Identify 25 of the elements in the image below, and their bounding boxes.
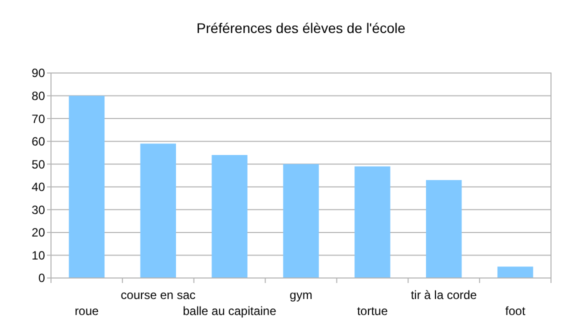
bar [212, 155, 248, 278]
y-tick-label: 10 [32, 248, 46, 262]
y-tick-label: 40 [32, 180, 46, 194]
bar [68, 96, 105, 278]
x-tick-label: tortue [357, 304, 388, 318]
y-tick-label: 90 [32, 66, 46, 80]
x-tick-label: roue [74, 304, 100, 318]
bar [426, 180, 462, 278]
y-tick-label: 0 [38, 271, 46, 286]
x-tick-label: foot [505, 304, 526, 318]
bar [283, 164, 319, 278]
chart-title: Préférences des élèves de l'école [196, 20, 406, 36]
x-tick-label: gym [290, 288, 312, 302]
bar [497, 266, 534, 278]
x-tick-label: tir à la corde [410, 288, 478, 302]
y-tick-label: 30 [32, 202, 46, 217]
x-tick-label: balle au capitaine [182, 304, 277, 318]
y-tick-label: 20 [32, 226, 46, 240]
y-tick-label: 70 [32, 112, 46, 126]
y-tick-label: 60 [32, 134, 46, 149]
bar [354, 166, 390, 278]
bar [140, 144, 176, 278]
y-tick-label: 50 [32, 157, 46, 172]
x-tick-label: course en sac [120, 288, 196, 302]
y-tick-label: 80 [32, 88, 46, 103]
